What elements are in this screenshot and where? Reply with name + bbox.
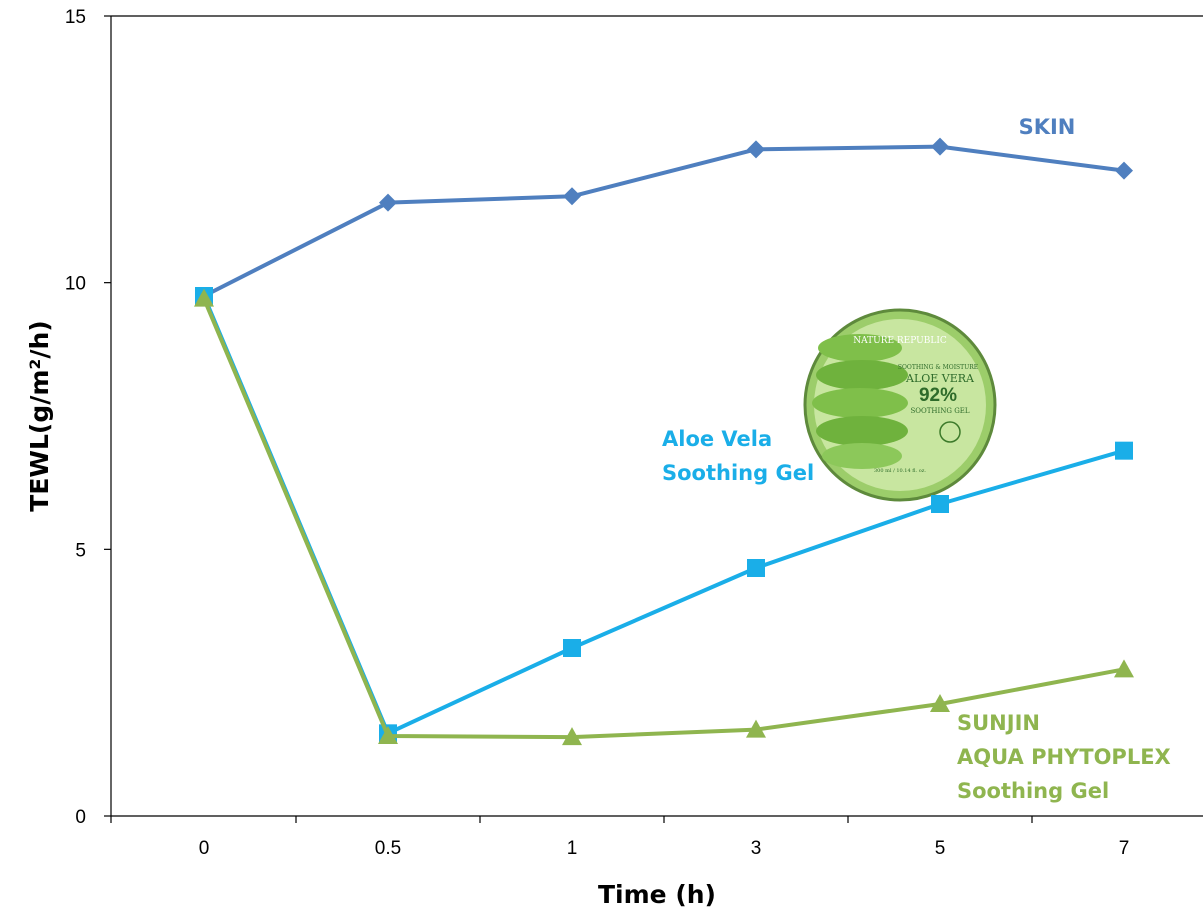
data-point-diamond (931, 137, 949, 156)
data-point-triangle (1114, 659, 1134, 678)
data-point-diamond (379, 193, 397, 212)
data-point-triangle (194, 288, 214, 307)
series-diamond (195, 137, 1133, 305)
series-square (195, 287, 1133, 743)
series-line (202, 297, 1125, 740)
x-tick-label: 5 (935, 838, 946, 859)
series-labels: SKIN Aloe Vela Soothing Gel SUNJIN AQUA PHYT… (662, 115, 1171, 803)
series-label-line: Aloe Vela (662, 427, 772, 451)
y-axis-title: TEWL(g/m²/h) (25, 320, 54, 511)
series-layer (194, 137, 1134, 746)
x-tick-label: 0 (199, 838, 210, 859)
series-line (203, 144, 1125, 298)
jar-subline: SOOTHING & MOISTURE (898, 364, 978, 371)
series-label-line: SUNJIN (957, 711, 1040, 735)
jar-brand: NATURE REPUBLIC (853, 336, 947, 346)
y-tick-label: 5 (75, 540, 86, 561)
data-point-diamond (563, 187, 581, 206)
x-tick-label: 0.5 (375, 838, 401, 859)
jar-name: ALOE VERA (905, 372, 975, 385)
x-tick-label: 7 (1119, 838, 1130, 859)
data-point-square (931, 495, 949, 513)
series-label-line: SKIN (1019, 115, 1076, 139)
y-tick-label: 15 (65, 7, 86, 28)
x-axis-title: Time (h) (598, 880, 716, 909)
data-point-square (1115, 441, 1133, 460)
x-tick-label: 3 (751, 838, 762, 859)
series-label-line: Soothing Gel (957, 779, 1109, 803)
data-point-triangle (746, 719, 766, 738)
data-point-triangle (930, 694, 950, 712)
x-tick-label: 1 (567, 838, 578, 859)
y-axis-ticks: 0 5 10 15 (65, 7, 111, 828)
jar-volume: 300 ml / 10.14 fl. oz. (874, 468, 926, 474)
data-point-diamond (1115, 161, 1133, 180)
data-point-triangle (378, 726, 398, 744)
series-label-line: AQUA PHYTOPLEX (957, 745, 1171, 769)
aloe-vera-gel-jar-image: NATURE REPUBLIC SOOTHING & MOISTURE ALOE… (803, 308, 997, 502)
data-point-diamond (747, 140, 765, 159)
x-axis-ticks: 0 0.5 1 3 5 7 (110, 816, 1130, 859)
series-triangle (194, 288, 1134, 746)
data-point-square (747, 559, 765, 577)
jar-product: SOOTHING GEL (910, 407, 969, 415)
data-point-triangle (562, 727, 582, 746)
y-tick-label: 10 (65, 274, 86, 295)
y-tick-label: 0 (75, 807, 86, 828)
series-label-line: Soothing Gel (662, 461, 814, 485)
data-point-square (563, 639, 581, 657)
jar-percent: 92% (919, 385, 957, 406)
